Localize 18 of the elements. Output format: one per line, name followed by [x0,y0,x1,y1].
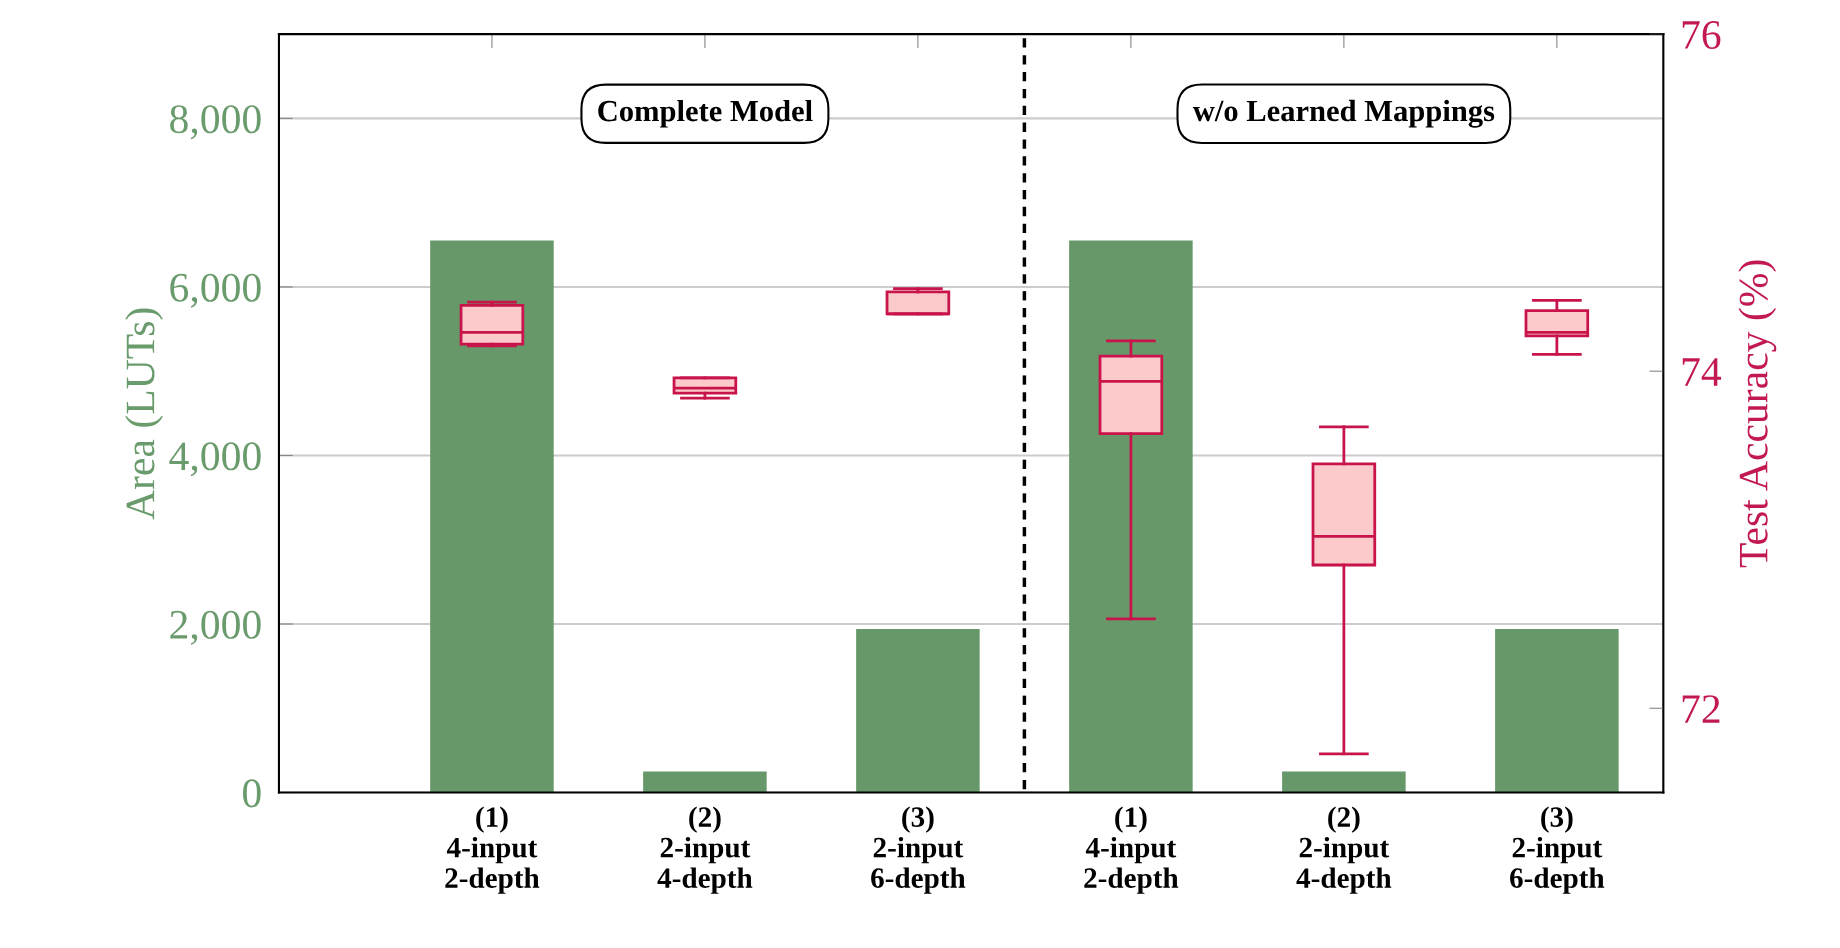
x-tick-label: (2) 2-input 4-depth [657,806,753,894]
y-axis-title: Area (LUTs) [125,308,163,520]
x-tick-label: (3) 2-input 6-depth [871,806,966,894]
y-tick-label: 8,000 [170,105,261,140]
y2-axis-title: Test Accuracy (%) [1738,260,1777,568]
y-tick-label: 0 [243,779,261,808]
y2-tick-label: 76 [1682,20,1721,49]
y2-tick-label: 72 [1682,695,1720,723]
x-tick-label: (1) 4-input 2-depth [445,806,540,894]
y2-tick-label: 74 [1682,358,1722,386]
x-tick-label: (3) 2-input 6-depth [1510,806,1605,894]
y-tick-label: 2,000 [170,610,261,645]
annotation: w/o Learned Mappings [1192,99,1495,128]
x-tick-label: (2) 2-input 4-depth [1296,806,1392,894]
y-tick-label: 6,000 [170,273,261,308]
x-tick-label: (1) 4-input 2-depth [1084,806,1179,894]
y-tick-label: 4,000 [169,442,261,477]
annotation: Complete Model [598,99,813,128]
